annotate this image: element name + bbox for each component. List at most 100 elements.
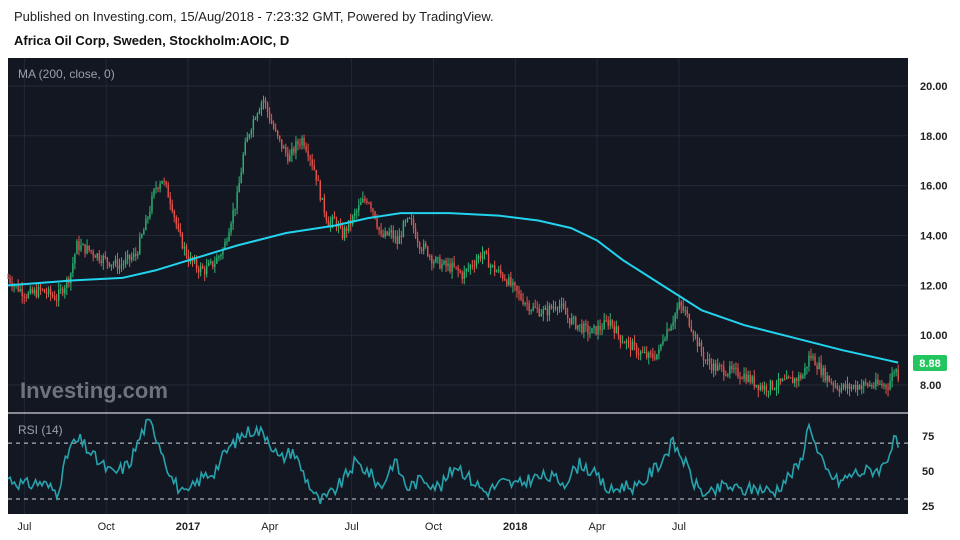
candle-body	[66, 278, 68, 288]
candle-body	[370, 203, 372, 209]
candle-body	[609, 319, 611, 326]
candle-body	[157, 187, 159, 189]
candle-body	[895, 369, 897, 373]
candle-body	[258, 110, 261, 114]
candle-body	[120, 264, 123, 266]
candle-body	[583, 323, 585, 333]
candle-body	[116, 259, 119, 269]
candle-body	[443, 260, 445, 264]
candle-body	[149, 211, 151, 218]
candle-body	[763, 385, 766, 390]
candle-body	[92, 251, 94, 256]
candle-body	[542, 309, 545, 315]
candle-body	[816, 365, 818, 369]
candle-body	[589, 333, 591, 335]
candle-body	[345, 227, 348, 231]
candle-body	[544, 308, 547, 310]
price-tick-label: 8.00	[920, 380, 941, 392]
candle-body	[573, 317, 575, 319]
candle-body	[297, 141, 299, 145]
candle-body	[504, 278, 506, 281]
candle-body	[435, 257, 437, 263]
candle-body	[110, 264, 113, 267]
candle-body	[792, 377, 794, 384]
candle-body	[224, 242, 226, 249]
last-price-value: 8.88	[919, 358, 940, 370]
candle-body	[315, 169, 317, 180]
candle-body	[571, 317, 573, 325]
rsi-tick-label: 50	[922, 466, 934, 478]
candle-body	[854, 385, 857, 390]
candle-body	[597, 325, 599, 335]
candle-body	[860, 385, 863, 390]
rsi-tick-label: 25	[922, 501, 934, 513]
candle-body	[581, 324, 583, 333]
candle-body	[532, 306, 534, 311]
candle-body	[171, 203, 173, 212]
candle-body	[309, 156, 311, 160]
candle-body	[163, 180, 165, 182]
candle-body	[822, 368, 824, 376]
candle-body	[439, 257, 441, 269]
candle-body	[688, 314, 691, 327]
watermark-text: Investing.com	[20, 378, 168, 403]
candle-body	[828, 375, 830, 382]
candle-body	[80, 245, 82, 251]
candle-body	[250, 130, 253, 135]
candle-body	[804, 368, 806, 376]
candle-body	[676, 308, 678, 314]
candle-body	[459, 270, 461, 273]
candle-body	[648, 352, 650, 358]
candle-body	[719, 365, 721, 367]
candle-body	[704, 359, 707, 361]
candle-body	[775, 386, 778, 389]
price-axis-background	[908, 58, 952, 514]
candle-body	[274, 128, 277, 131]
candle-body	[481, 253, 484, 259]
candle-body	[410, 217, 413, 220]
candle-body	[283, 147, 285, 149]
price-tick-label: 18.00	[920, 131, 948, 143]
candle-body	[641, 351, 644, 353]
candle-body	[281, 139, 283, 149]
candle-body	[141, 234, 143, 238]
candle-body	[818, 362, 820, 369]
candle-body	[611, 319, 613, 326]
candle-body	[262, 99, 265, 103]
candle-body	[386, 231, 388, 236]
candle-body	[447, 263, 449, 266]
candle-body	[98, 253, 100, 261]
candle-body	[212, 261, 214, 267]
candle-body	[666, 329, 668, 339]
candlestick-series	[7, 95, 899, 398]
candle-body	[834, 385, 837, 387]
last-price-badge: 8.88	[913, 355, 947, 371]
candle-body	[37, 286, 40, 297]
candle-body	[240, 172, 242, 184]
candle-body	[806, 366, 808, 369]
candle-body	[631, 341, 634, 351]
candle-body	[457, 267, 459, 271]
candle-body	[753, 376, 755, 387]
candle-body	[335, 218, 338, 228]
candle-body	[607, 320, 609, 326]
candle-body	[802, 375, 804, 379]
candle-body	[838, 389, 841, 392]
candle-body	[252, 119, 255, 131]
candle-body	[362, 198, 364, 203]
candle-body	[254, 119, 257, 121]
candle-body	[502, 273, 504, 279]
candle-body	[500, 269, 502, 274]
candle-body	[660, 344, 662, 350]
candle-body	[295, 141, 297, 153]
price-tick-label: 14.00	[920, 231, 948, 243]
candle-body	[88, 245, 90, 251]
candle-body	[800, 375, 802, 379]
candle-body	[155, 187, 157, 190]
candle-body	[757, 384, 759, 390]
candle-body	[593, 326, 595, 329]
candle-body	[214, 263, 216, 267]
candle-body	[305, 146, 307, 151]
candle-body	[781, 379, 784, 382]
